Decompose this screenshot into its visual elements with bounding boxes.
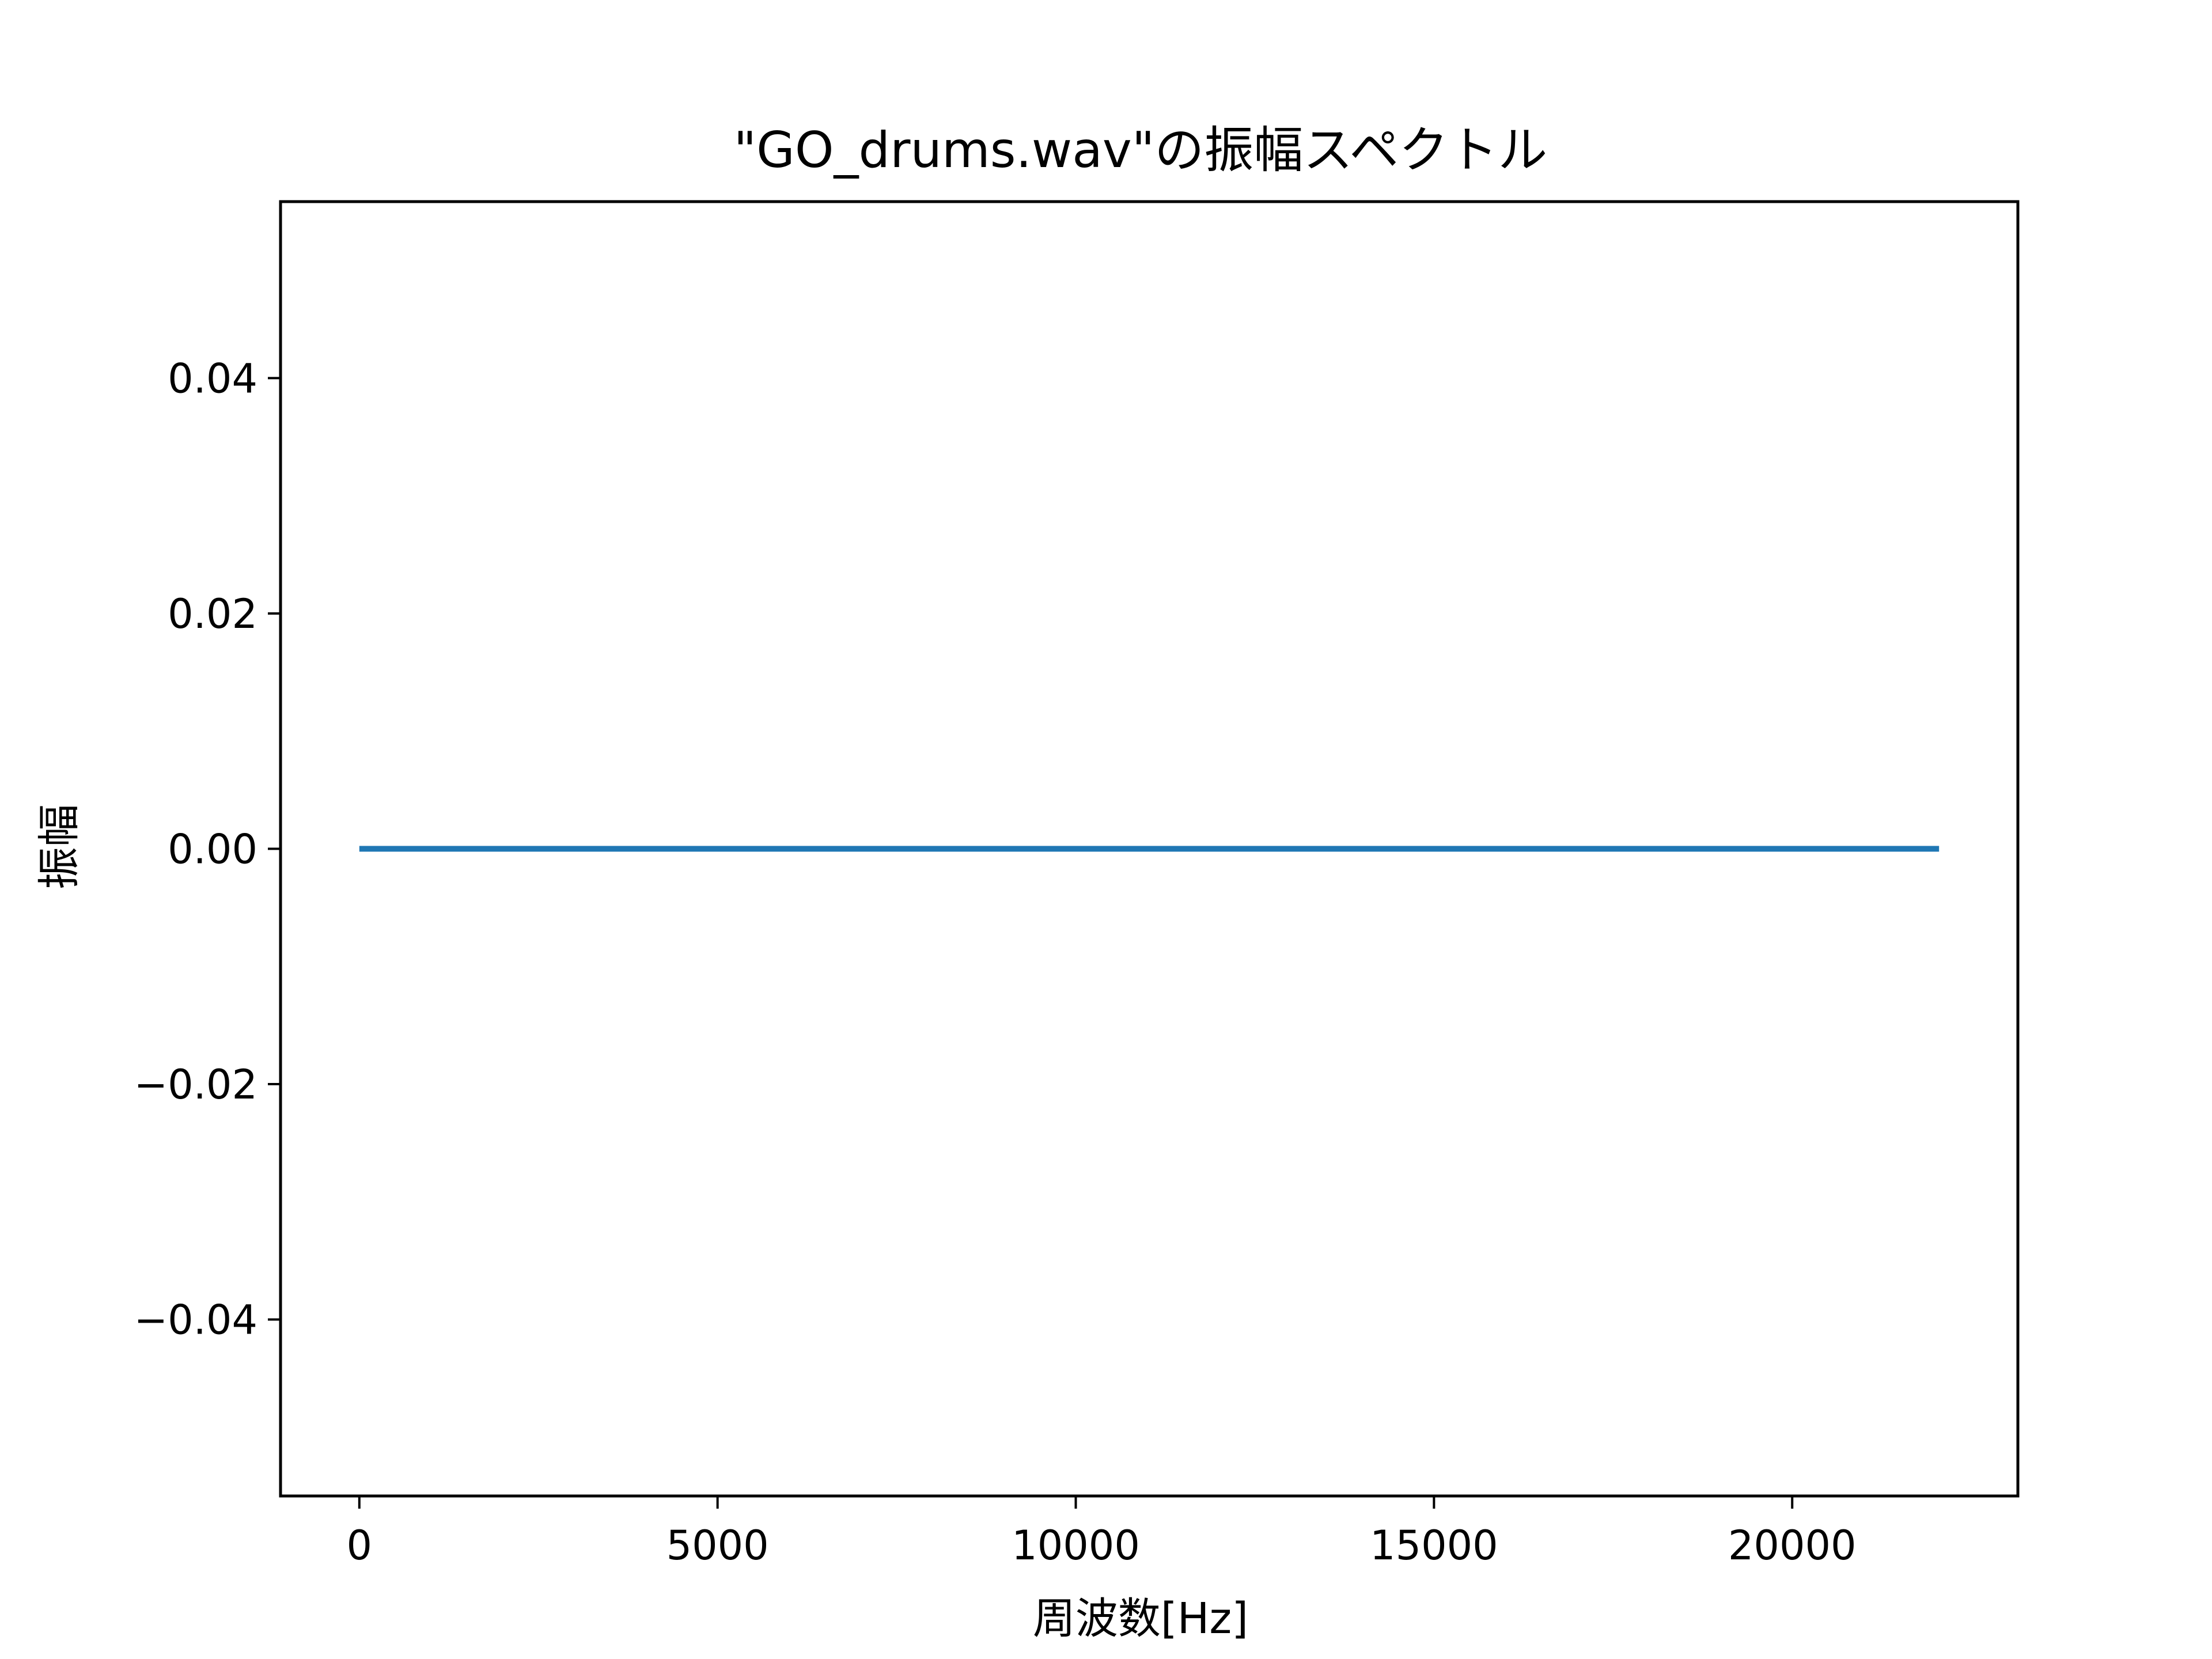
- x-tick-label: 5000: [666, 1522, 769, 1569]
- y-tick-label: −0.04: [134, 1297, 257, 1344]
- y-tick-label: 0.02: [168, 590, 257, 638]
- chart-title: "GO_drums.wav"の振幅スペクトル: [734, 122, 1548, 179]
- y-axis-title: 振幅: [35, 804, 84, 889]
- y-tick-label: 0.00: [168, 826, 257, 873]
- x-tick-label: 0: [347, 1522, 373, 1569]
- x-tick-label: 15000: [1370, 1522, 1498, 1569]
- x-axis-title: 周波数[Hz]: [1033, 1594, 1248, 1643]
- x-tick-label: 20000: [1728, 1522, 1857, 1569]
- y-tick-label: 0.04: [168, 355, 257, 402]
- x-tick-label: 10000: [1012, 1522, 1140, 1569]
- y-tick-label: −0.02: [134, 1061, 257, 1108]
- axis-ticks: 0 5000 10000 15000 20000 0.04 0.02 0.00 −0.02 −0.…: [134, 355, 1856, 1569]
